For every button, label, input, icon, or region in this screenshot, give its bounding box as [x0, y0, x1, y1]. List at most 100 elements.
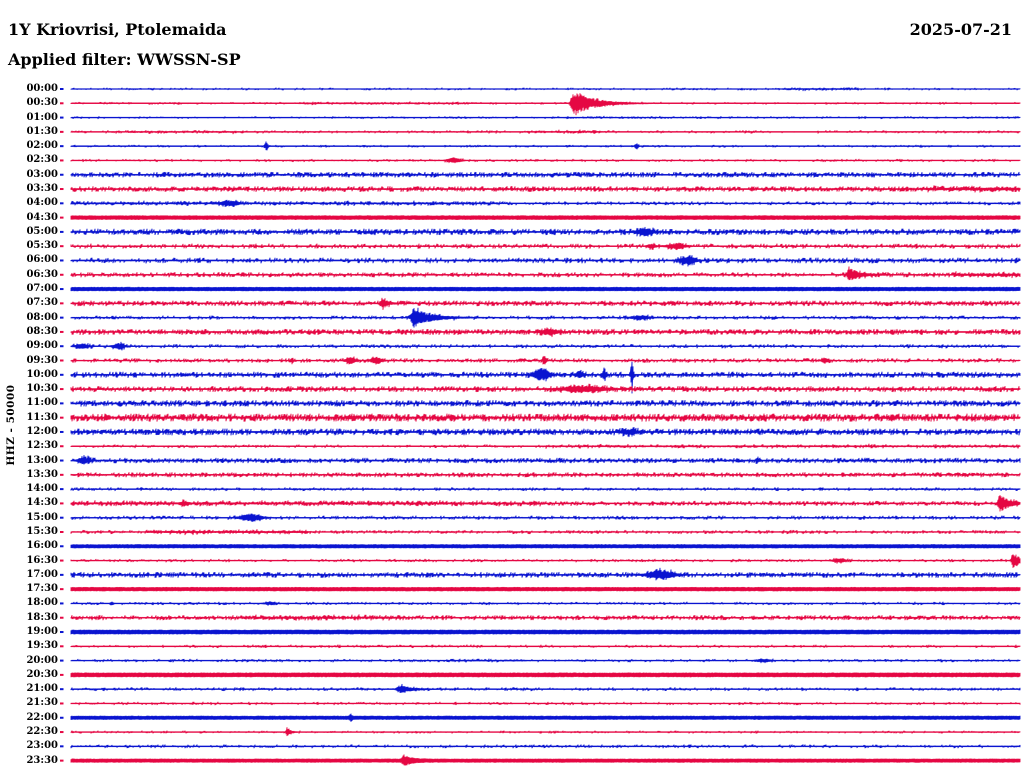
time-label: 23:00: [26, 740, 58, 752]
seismogram-trace: [70, 672, 1021, 678]
seismogram-trace: [70, 586, 1021, 592]
time-label: 09:30: [26, 354, 58, 366]
time-label: 04:00: [26, 197, 58, 209]
time-label: 07:00: [26, 283, 58, 295]
time-label: 17:00: [26, 568, 58, 580]
seismogram-trace: [70, 455, 1021, 465]
time-label: 08:00: [26, 311, 58, 323]
seismogram-trace: [70, 629, 1021, 635]
seismogram-trace: [70, 87, 1021, 92]
seismogram-trace: [70, 171, 1021, 178]
time-label: 10:30: [26, 383, 58, 395]
time-label: 20:30: [26, 668, 58, 680]
seismogram-trace: [70, 443, 1021, 449]
seismogram-trace: [70, 307, 1021, 328]
seismogram-trace: [70, 544, 1021, 549]
time-label: 19:30: [26, 640, 58, 652]
seismogram-trace: [70, 513, 1021, 523]
seismogram-trace: [70, 427, 1021, 438]
time-label: 05:00: [26, 225, 58, 237]
time-label: 22:00: [26, 711, 58, 723]
seismogram-trace: [70, 754, 1021, 766]
time-label: 05:30: [26, 240, 58, 252]
time-label: 11:00: [26, 397, 58, 409]
seismogram-trace: [70, 93, 1021, 116]
seismogram-trace: [70, 413, 1021, 422]
seismogram-trace: [70, 472, 1021, 478]
seismogram-trace: [70, 399, 1021, 407]
time-label: 03:00: [26, 168, 58, 180]
time-label: 07:30: [26, 297, 58, 309]
time-label: 14:00: [26, 483, 58, 495]
seismogram-trace: [70, 554, 1021, 568]
time-label: 13:00: [26, 454, 58, 466]
time-label: 12:30: [26, 440, 58, 452]
time-label: 17:30: [26, 583, 58, 595]
applied-filter-label: Applied filter: WWSSN-SP: [8, 50, 241, 69]
seismogram-trace: [70, 327, 1021, 338]
time-label: 22:30: [26, 726, 58, 738]
date-label: 2025-07-21: [909, 20, 1012, 39]
seismogram-trace: [70, 567, 1021, 581]
time-label: 03:30: [26, 183, 58, 195]
seismogram-trace: [70, 141, 1021, 151]
time-label: 00:00: [26, 83, 58, 94]
time-label: 21:30: [26, 697, 58, 709]
seismogram-trace: [70, 701, 1021, 706]
seismogram-trace: [70, 614, 1021, 621]
seismogram-trace: [70, 644, 1021, 649]
seismogram-trace: [70, 242, 1021, 251]
seismogram-trace: [70, 286, 1021, 292]
time-label: 02:00: [26, 140, 58, 152]
time-label: 14:30: [26, 497, 58, 509]
time-label: 18:00: [26, 597, 58, 609]
seismogram-trace: [70, 115, 1021, 120]
seismogram-trace: [70, 226, 1021, 237]
time-label: 11:30: [26, 411, 58, 423]
time-label: 10:00: [26, 368, 58, 380]
time-label: 01:30: [26, 125, 58, 137]
seismogram-trace: [70, 494, 1021, 512]
time-label: 04:30: [26, 211, 58, 223]
seismogram-trace: [70, 297, 1021, 310]
time-label: 18:30: [26, 611, 58, 623]
time-label: 00:30: [26, 97, 58, 109]
time-label: 06:00: [26, 254, 58, 266]
time-label: 20:00: [26, 654, 58, 666]
time-label: 16:00: [26, 540, 58, 552]
seismogram-trace: [70, 129, 1021, 135]
time-label: 09:00: [26, 340, 58, 352]
time-label: 01:00: [26, 111, 58, 123]
time-label: 13:30: [26, 468, 58, 480]
time-label: 15:00: [26, 511, 58, 523]
seismogram-trace: [70, 355, 1021, 365]
time-label: 23:30: [26, 754, 58, 766]
time-label: 19:00: [26, 626, 58, 638]
seismogram-trace: [70, 199, 1021, 208]
time-label: 21:00: [26, 683, 58, 695]
seismogram-trace: [70, 744, 1021, 749]
seismogram-trace: [70, 341, 1021, 351]
seismogram-trace: [70, 383, 1021, 394]
time-label: 16:30: [26, 554, 58, 566]
seismogram-trace: [70, 185, 1021, 193]
station-title: 1Y Kriovrisi, Ptolemaida: [8, 20, 227, 39]
time-label: 12:00: [26, 425, 58, 437]
time-label: 06:30: [26, 268, 58, 280]
seismogram-trace: [70, 683, 1021, 693]
time-label: 08:30: [26, 325, 58, 337]
seismogram-trace: [70, 529, 1021, 536]
time-label: 15:30: [26, 525, 58, 537]
seismogram-trace: [70, 254, 1021, 267]
seismogram-trace: [70, 215, 1021, 221]
seismogram-trace: [70, 361, 1021, 394]
seismogram-trace: [70, 658, 1021, 664]
seismogram-trace: [70, 157, 1021, 164]
seismogram-trace: [70, 727, 1021, 737]
seismogram-trace: [70, 266, 1021, 281]
seismogram-trace: [70, 601, 1021, 606]
seismogram-trace: [70, 487, 1021, 492]
time-label: 02:30: [26, 154, 58, 166]
